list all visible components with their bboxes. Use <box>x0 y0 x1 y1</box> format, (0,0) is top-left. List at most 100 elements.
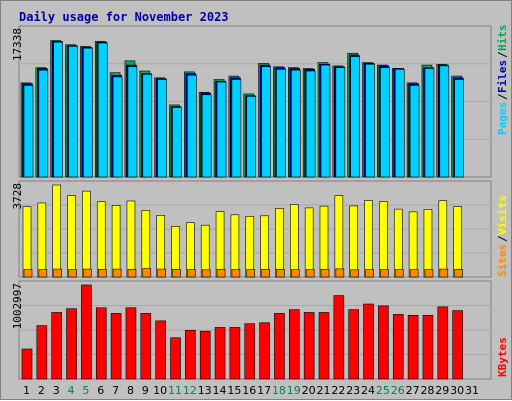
legend-hits: Hits <box>496 25 509 52</box>
legend-kbytes: KBytes <box>496 337 509 377</box>
panel-top-max-label: 17338 <box>11 28 24 61</box>
bar-visits-day-9 <box>141 210 151 278</box>
bar-kbytes-day-21 <box>318 312 330 380</box>
bar-visits-day-24 <box>364 200 373 278</box>
bar-pages-day-6 <box>97 42 108 178</box>
bar-visits-day-26 <box>393 208 403 278</box>
bar-kbytes-day-4 <box>66 308 77 380</box>
bar-pages-day-2 <box>38 69 49 178</box>
bar-sites-day-23 <box>350 269 360 278</box>
day-label-4: 4 <box>68 384 75 397</box>
day-label-13: 13 <box>198 384 212 397</box>
bar-kbytes-day-24 <box>363 303 374 380</box>
bar-kbytes-day-28 <box>422 314 434 380</box>
legend-pages: Pages <box>496 102 509 135</box>
bar-sites-day-16 <box>246 269 256 278</box>
bar-sites-day-19 <box>290 269 300 278</box>
bar-visits-day-30 <box>453 206 462 278</box>
bar-visits-day-17 <box>260 215 269 278</box>
bar-pages-day-14 <box>216 81 227 178</box>
chart-title: Daily usage for November 2023 <box>19 10 229 24</box>
bar-visits-day-10 <box>156 215 165 278</box>
bar-kbytes-day-2 <box>36 325 48 380</box>
legend-visits: Visits <box>496 195 509 235</box>
bar-kbytes-day-22 <box>333 295 345 380</box>
bar-sites-day-26 <box>394 269 404 278</box>
bar-sites-day-8 <box>127 269 137 278</box>
bar-pages-day-11 <box>172 107 182 178</box>
bar-pages-day-16 <box>246 96 257 178</box>
day-label-22: 22 <box>331 384 345 397</box>
bar-kbytes-day-6 <box>95 307 107 380</box>
legend-mid-separator: / <box>496 235 509 242</box>
bar-pages-day-28 <box>424 68 435 178</box>
day-label-7: 7 <box>112 384 119 397</box>
day-label-2: 2 <box>38 384 45 397</box>
bar-sites-day-5 <box>83 268 92 278</box>
day-label-23: 23 <box>346 384 360 397</box>
bar-sites-day-25 <box>380 269 389 278</box>
bar-sites-day-2 <box>38 269 48 278</box>
panel-bot-max-label: 1002997 <box>11 283 24 329</box>
bar-pages-day-19 <box>290 69 301 178</box>
day-label-10: 10 <box>153 384 167 397</box>
bar-pages-day-3 <box>53 41 64 178</box>
bar-visits-day-19 <box>289 204 299 278</box>
bar-kbytes-day-9 <box>140 313 152 380</box>
bar-visits-day-14 <box>215 211 225 278</box>
bar-pages-day-10 <box>157 79 167 178</box>
bar-pages-day-1 <box>23 85 34 178</box>
bar-sites-day-3 <box>53 268 63 278</box>
bar-pages-day-21 <box>320 64 331 178</box>
bar-visits-day-6 <box>96 201 106 278</box>
bar-visits-day-13 <box>200 224 210 278</box>
bar-visits-day-16 <box>245 215 255 278</box>
day-label-30: 30 <box>450 384 464 397</box>
bar-kbytes-day-17 <box>259 322 270 380</box>
bar-visits-day-21 <box>319 205 329 278</box>
bar-pages-day-7 <box>112 76 123 178</box>
day-label-1: 1 <box>23 384 30 397</box>
bar-sites-day-14 <box>216 269 226 278</box>
bar-sites-day-27 <box>409 269 419 278</box>
bar-sites-day-9 <box>142 268 152 278</box>
day-label-8: 8 <box>127 384 134 397</box>
day-label-3: 3 <box>53 384 60 397</box>
day-label-19: 19 <box>287 384 301 397</box>
bar-sites-day-22 <box>335 268 345 278</box>
bar-pages-day-12 <box>187 74 197 178</box>
bar-kbytes-day-10 <box>155 320 166 380</box>
panel-mid-max-label: 3728 <box>11 183 24 210</box>
bar-sites-day-15 <box>231 269 241 278</box>
bar-sites-day-21 <box>320 269 330 278</box>
bar-pages-day-29 <box>439 65 450 178</box>
bar-sites-day-17 <box>261 269 270 278</box>
legend-sites: Sites <box>496 244 509 277</box>
day-label-5: 5 <box>82 384 89 397</box>
bar-pages-day-4 <box>68 46 78 178</box>
bar-pages-day-30 <box>454 79 464 178</box>
bar-visits-day-12 <box>186 222 195 278</box>
legend-top-separator: / <box>496 51 509 58</box>
day-label-6: 6 <box>97 384 104 397</box>
bar-pages-day-15 <box>231 79 242 178</box>
bar-sites-day-18 <box>276 269 285 278</box>
day-label-27: 27 <box>406 384 420 397</box>
bar-pages-day-23 <box>350 56 361 178</box>
bar-sites-day-7 <box>112 268 122 278</box>
bar-visits-day-1 <box>22 206 32 278</box>
day-label-15: 15 <box>227 384 241 397</box>
bar-visits-day-8 <box>126 200 136 278</box>
bar-visits-day-18 <box>275 208 284 278</box>
bar-kbytes-day-11 <box>170 337 181 380</box>
bar-kbytes-day-14 <box>214 327 226 380</box>
bar-pages-day-20 <box>305 70 316 178</box>
bar-sites-day-10 <box>157 268 166 278</box>
bar-sites-day-30 <box>454 269 463 278</box>
bar-kbytes-day-1 <box>21 348 33 380</box>
day-label-28: 28 <box>420 384 434 397</box>
bar-kbytes-day-16 <box>244 323 256 380</box>
bar-pages-day-26 <box>394 69 405 178</box>
